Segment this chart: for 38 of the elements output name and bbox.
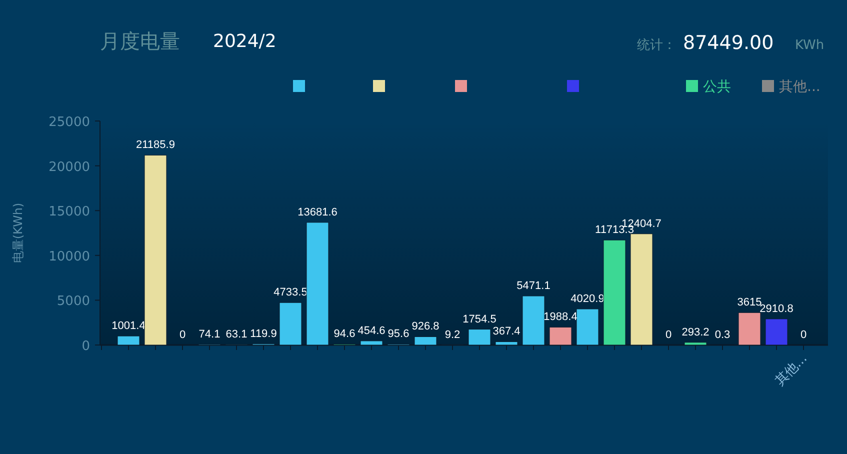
y-tick-label: 25000 bbox=[48, 115, 90, 130]
data-label: 4733.5 bbox=[274, 286, 308, 299]
data-label: 3615 bbox=[737, 296, 762, 309]
data-label: 0 bbox=[665, 329, 672, 341]
y-tick-label: 15000 bbox=[48, 204, 90, 220]
data-label: 21185.9 bbox=[136, 139, 175, 152]
text: 统计： bbox=[637, 38, 676, 53]
y-tick-label: 0 bbox=[82, 339, 90, 354]
data-label: 1001.4 bbox=[112, 320, 146, 332]
chart-title: 月度电量 bbox=[100, 29, 180, 53]
data-label: 95.6 bbox=[388, 328, 410, 340]
data-label: 0 bbox=[800, 329, 807, 341]
data-label: 926.8 bbox=[412, 320, 440, 333]
y-tick-label: 20000 bbox=[48, 160, 90, 175]
y-tick-label: 5000 bbox=[56, 294, 90, 310]
data-label: 454.6 bbox=[358, 324, 386, 337]
data-label: 1988.4 bbox=[544, 311, 578, 324]
data-label: 367.4 bbox=[492, 326, 520, 338]
data-label: 119.9 bbox=[250, 328, 277, 340]
y-axis-title: 电量(KWh) bbox=[11, 202, 25, 264]
text: KWh bbox=[795, 38, 824, 53]
data-label: 74.1 bbox=[198, 328, 220, 340]
data-label: 11713.3 bbox=[595, 224, 634, 236]
y-tick-label: 10000 bbox=[48, 249, 90, 264]
data-label: 1754.5 bbox=[462, 313, 496, 326]
data-label: 94.6 bbox=[334, 328, 356, 340]
data-label: 4020.9 bbox=[570, 292, 604, 305]
data-label: 9.2 bbox=[444, 328, 460, 341]
legend-label: 公共 bbox=[703, 79, 731, 95]
chart-subtitle: 2024/2 bbox=[213, 31, 276, 52]
legend-label: 其他... bbox=[779, 79, 820, 95]
data-label: 13681.6 bbox=[298, 206, 338, 218]
data-label: 0 bbox=[179, 329, 186, 341]
data-label: 63.1 bbox=[226, 328, 248, 340]
data-label: 5471.1 bbox=[516, 280, 550, 292]
text: 87449.00 bbox=[683, 32, 774, 54]
data-label: 293.2 bbox=[682, 326, 710, 338]
data-label: 0.3 bbox=[714, 328, 730, 341]
